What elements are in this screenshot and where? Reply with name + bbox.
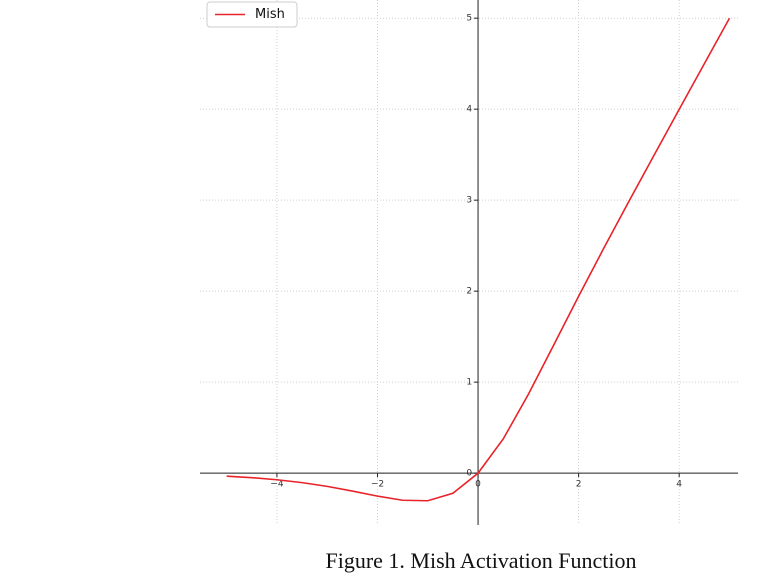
y-tick-label: 5 — [466, 14, 472, 24]
x-tick-label: 2 — [576, 480, 582, 490]
legend-label: Mish — [255, 7, 285, 22]
y-tick-label: 3 — [466, 196, 472, 206]
y-tick-label: 4 — [466, 105, 472, 115]
line — [226, 17, 731, 502]
x-tick-label: 4 — [676, 480, 682, 490]
caption: Figure 1. Mish Activation Function — [325, 548, 636, 573]
y-tick-label: 1 — [466, 378, 472, 388]
x-tick-label: −4 — [270, 480, 284, 490]
legend: Mish — [206, 1, 298, 28]
x-tick-label: −2 — [371, 480, 384, 490]
y-tick-label: 2 — [466, 287, 472, 297]
legend-box — [206, 1, 298, 28]
